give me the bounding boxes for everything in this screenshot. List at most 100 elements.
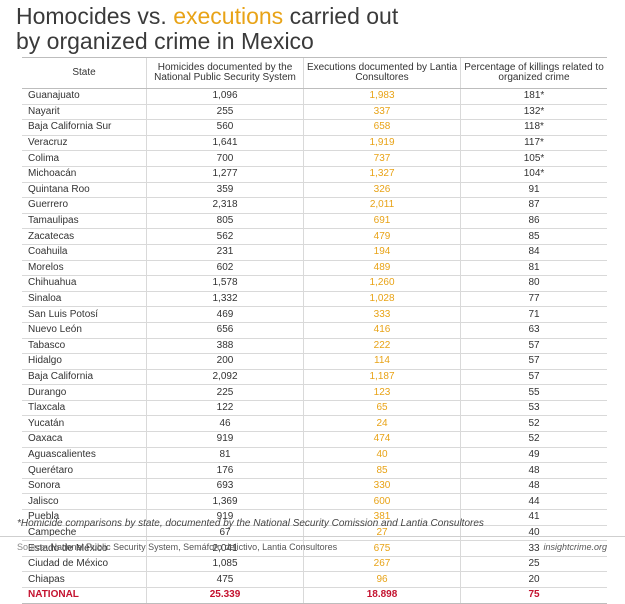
cell-homicides: 1,369 <box>146 493 304 511</box>
cell-percentage: 41 <box>460 509 607 526</box>
cell-executions: 1,327 <box>303 166 461 183</box>
cell-homicides: 255 <box>146 104 304 121</box>
cell-state: Tlaxcala <box>22 400 147 417</box>
cell-percentage: 84 <box>460 244 607 261</box>
cell-percentage: 85 <box>460 228 607 245</box>
cell-percentage: 86 <box>460 213 607 230</box>
cell-percentage: 20 <box>460 571 607 588</box>
cell-homicides: 1,641 <box>146 135 304 152</box>
cell-executions: 333 <box>303 306 461 323</box>
cell-state: Nayarit <box>22 104 147 121</box>
cell-state: San Luis Potosí <box>22 306 147 323</box>
cell-executions: 381 <box>303 509 461 526</box>
cell-homicides: 225 <box>146 384 304 401</box>
source-text: National Public Security System, Semáfor… <box>50 542 338 552</box>
header-percentage: Percentage of killings related to organi… <box>460 57 607 89</box>
source-label: Source: National Public Security System,… <box>17 542 337 552</box>
cell-percentage: 57 <box>460 369 607 386</box>
cell-state: Tamaulipas <box>22 213 147 230</box>
cell-state: Chihuahua <box>22 275 147 292</box>
cell-executions: 600 <box>303 493 461 511</box>
cell-executions: 1,187 <box>303 369 461 386</box>
cell-state: Jalisco <box>22 493 147 511</box>
cell-percentage: 81 <box>460 260 607 277</box>
source-label-text: Source: <box>17 542 49 552</box>
cell-percentage: 132* <box>460 104 607 121</box>
cell-state: Sinaloa <box>22 291 147 308</box>
cell-executions: 658 <box>303 119 461 136</box>
cell-executions: 479 <box>303 228 461 245</box>
cell-homicides: 1,332 <box>146 291 304 308</box>
cell-percentage: 118* <box>460 119 607 136</box>
cell-state: Oaxaca <box>22 431 147 448</box>
footnote: *Homicide comparisons by state, document… <box>17 518 484 529</box>
cell-homicides: 1,578 <box>146 275 304 292</box>
table-row: Ciudad de México 1,085 267 25 <box>22 556 607 573</box>
cell-homicides: 1,096 <box>146 88 304 105</box>
cell-percentage: 104* <box>460 166 607 183</box>
cell-executions: 489 <box>303 260 461 277</box>
cell-homicides: 2,092 <box>146 369 304 386</box>
cell-executions: 194 <box>303 244 461 261</box>
cell-homicides: 2,318 <box>146 197 304 214</box>
cell-executions: 1,260 <box>303 275 461 292</box>
table-row: Tlaxcala 122 65 53 <box>22 400 607 417</box>
cell-state: Guerrero <box>22 197 147 214</box>
cell-homicides: 656 <box>146 322 304 339</box>
table-row: Colima 700 737 105* <box>22 150 607 167</box>
table-row: Tabasco 388 222 57 <box>22 338 607 355</box>
cell-state: Nuevo León <box>22 322 147 339</box>
cell-executions: 40 <box>303 447 461 464</box>
cell-state: Michoacán <box>22 166 147 183</box>
cell-homicides: 919 <box>146 509 304 526</box>
cell-state: NATIONAL <box>22 587 147 604</box>
table-row: Aguascalientes 81 40 49 <box>22 447 607 464</box>
cell-percentage: 52 <box>460 431 607 448</box>
title-line2: by organized crime in Mexico <box>16 28 314 54</box>
cell-percentage: 57 <box>460 353 607 370</box>
cell-state: Aguascalientes <box>22 447 147 464</box>
cell-homicides: 475 <box>146 571 304 588</box>
cell-homicides: 805 <box>146 213 304 230</box>
cell-executions: 737 <box>303 150 461 167</box>
header-homicides: Homicides documented by the National Pub… <box>146 57 304 89</box>
title-highlight: executions <box>173 3 284 29</box>
table-row: Coahuila 231 194 84 <box>22 244 607 261</box>
cell-state: Yucatán <box>22 415 147 433</box>
site-name: insightcrime.org <box>543 542 607 552</box>
cell-executions: 18.898 <box>303 587 461 604</box>
title-part1: Homocides vs. <box>16 3 174 29</box>
cell-executions: 222 <box>303 338 461 355</box>
cell-percentage: 48 <box>460 462 607 479</box>
cell-homicides: 919 <box>146 431 304 448</box>
table-row: Baja California 2,092 1,187 57 <box>22 369 607 386</box>
cell-percentage: 75 <box>460 587 607 604</box>
cell-state: Quintana Roo <box>22 182 147 199</box>
cell-state: Ciudad de México <box>22 556 147 573</box>
header-executions: Executions documented by Lantia Consulto… <box>303 57 461 89</box>
cell-executions: 1,028 <box>303 291 461 308</box>
table-row: Sonora 693 330 48 <box>22 478 607 495</box>
cell-executions: 691 <box>303 213 461 230</box>
cell-homicides: 25.339 <box>146 587 304 604</box>
table-row: Campeche 67 27 40 <box>22 525 607 542</box>
table-row: Querétaro 176 85 48 <box>22 462 607 479</box>
cell-executions: 326 <box>303 182 461 199</box>
cell-percentage: 53 <box>460 400 607 417</box>
cell-executions: 330 <box>303 478 461 495</box>
cell-homicides: 81 <box>146 447 304 464</box>
cell-homicides: 122 <box>146 400 304 417</box>
table-row: Michoacán 1,277 1,327 104* <box>22 166 607 183</box>
table-row: Durango 225 123 55 <box>22 384 607 401</box>
cell-executions: 123 <box>303 384 461 401</box>
cell-percentage: 40 <box>460 525 607 542</box>
cell-executions: 267 <box>303 556 461 573</box>
cell-homicides: 67 <box>146 525 304 542</box>
cell-state: Sonora <box>22 478 147 495</box>
cell-state: Hidalgo <box>22 353 147 370</box>
cell-homicides: 693 <box>146 478 304 495</box>
table-row: Guanajuato 1,096 1,983 181* <box>22 88 607 105</box>
cell-executions: 1,983 <box>303 88 461 105</box>
cell-homicides: 1,277 <box>146 166 304 183</box>
table-row: Zacatecas 562 479 85 <box>22 228 607 245</box>
